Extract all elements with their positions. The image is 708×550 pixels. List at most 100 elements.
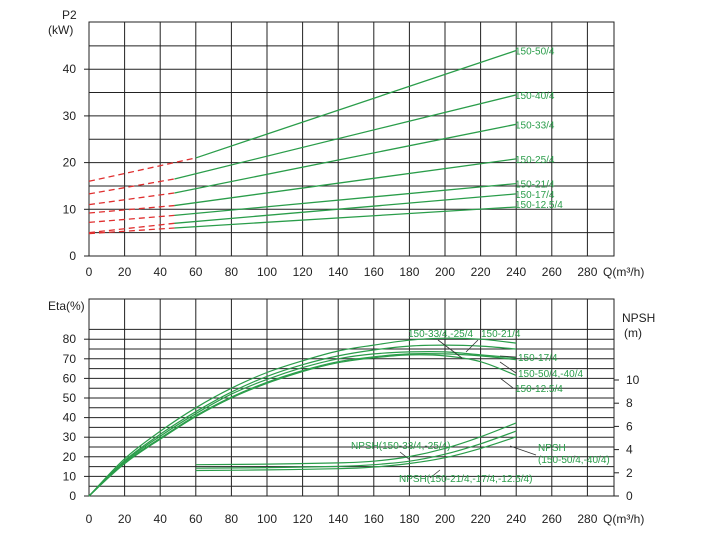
annotation-npsh-50-40-line1: NPSH: [538, 443, 566, 454]
power-chart-grid: [88, 21, 615, 257]
power-x-tick-label: 80: [225, 265, 239, 279]
eta-line-150-50-4-40-4: [88, 353, 517, 497]
power-series-label-150-12-5-4: 150-12.5/4: [515, 200, 563, 211]
power-dashed-150-33-4: [88, 192, 175, 206]
npsh-tick-label: 2: [626, 466, 633, 480]
power-dashed-150-17-4: [88, 222, 175, 234]
power-x-tick-label: 60: [189, 265, 203, 279]
efficiency-x-tick-label: 60: [189, 512, 203, 526]
efficiency-x-tick-label: 80: [225, 512, 239, 526]
power-series-label-150-25-4: 150-25/4: [515, 155, 555, 166]
efficiency-chart-y-ticks: 0 10 20 30 40 50 60 70 80: [63, 332, 89, 503]
eta-line-150-33-4-25-4: [88, 337, 517, 497]
power-dashed-150-21-4: [88, 214, 175, 224]
annotation-leader: [429, 469, 441, 479]
efficiency-y-tick-label: 50: [63, 391, 77, 405]
annotation-150-17: 150-17/4: [518, 353, 558, 364]
efficiency-y-tick-label: 60: [63, 371, 77, 385]
efficiency-x-tick-label: 100: [257, 512, 277, 526]
power-x-tick-label: 120: [293, 265, 313, 279]
power-line-150-33-4: [174, 123, 517, 194]
annotation-150-33-25: 150-33/4,-25/4: [408, 329, 473, 340]
power-y-tick-label: 40: [63, 62, 77, 76]
efficiency-y-tick-label: 40: [63, 411, 77, 425]
power-chart-xlabel: Q(m³/h): [603, 265, 644, 279]
power-chart-y-ticks: 0 10 20 30 40: [63, 62, 89, 263]
power-y-tick-label: 30: [63, 109, 77, 123]
power-chart-series: [88, 49, 517, 235]
power-line-150-25-4: [174, 158, 517, 207]
npsh-tick-label: 10: [626, 373, 640, 387]
power-series-label-150-21-4: 150-21/4: [515, 180, 555, 191]
npsh-tick-label: 0: [626, 489, 633, 503]
annotation-150-50-40: 150-50/4,-40/4: [518, 369, 583, 380]
efficiency-chart-ylabel: Eta(%): [48, 299, 85, 313]
efficiency-chart-grid: [88, 298, 615, 497]
eta-line-150-17-4: [88, 351, 517, 497]
power-dashed-150-12-5-4: [88, 227, 175, 235]
power-x-tick-label: 160: [364, 265, 384, 279]
npsh-line-npsh-150-50-4-40-4: [195, 430, 517, 469]
power-x-tick-label: 0: [86, 265, 93, 279]
power-x-tick-label: 200: [435, 265, 455, 279]
npsh-axis-label: NPSH: [622, 311, 655, 325]
npsh-tick-label: 6: [626, 419, 633, 433]
power-dashed-150-50-4: [88, 157, 196, 182]
efficiency-x-tick-label: 0: [86, 512, 93, 526]
power-line-150-12-5-4: [174, 206, 517, 229]
power-y-tick-label: 20: [63, 156, 77, 170]
power-chart-series-labels: 150-50/4 150-40/4 150-33/4 150-25/4 150-21/4…: [515, 47, 563, 211]
npsh-axis-ticks: 0 2 4 6 8 10: [614, 373, 640, 503]
power-chart-ylabel-unit: (kW): [48, 23, 73, 37]
annotation-leader: [437, 339, 463, 359]
efficiency-x-tick-label: 180: [399, 512, 419, 526]
npsh-line-npsh-150-21-4-17-4-12-5-4: [195, 436, 517, 472]
efficiency-npsh-chart: 0 20 40 60 80 100 120 140 160 180 200 220 240 260 280 …: [48, 298, 655, 526]
efficiency-x-tick-label: 120: [293, 512, 313, 526]
power-series-label-150-40-4: 150-40/4: [515, 91, 555, 102]
power-chart-ylabel-p2: P2: [62, 8, 77, 22]
power-x-tick-label: 280: [577, 265, 597, 279]
efficiency-x-tick-label: 140: [328, 512, 348, 526]
power-x-tick-label: 20: [118, 265, 132, 279]
power-chart: 0 20 40 60 80 100 120 140 160 180 200 220 240 260 280 …: [48, 8, 644, 279]
efficiency-y-tick-label: 10: [63, 469, 77, 483]
power-y-tick-label: 10: [63, 202, 77, 216]
efficiency-y-tick-label: 70: [63, 352, 77, 366]
eta-line-150-12-5-4: [88, 354, 517, 497]
power-line-150-40-4: [174, 94, 517, 180]
power-x-tick-label: 240: [506, 265, 526, 279]
power-x-tick-label: 100: [257, 265, 277, 279]
efficiency-y-tick-label: 80: [63, 332, 77, 346]
power-chart-x-ticks: 0 20 40 60 80 100 120 140 160 180 200 220 240 260 280: [86, 265, 598, 279]
annotation-leader: [465, 339, 479, 353]
npsh-series: [195, 422, 517, 472]
efficiency-x-tick-label: 280: [577, 512, 597, 526]
power-line-150-17-4: [174, 193, 517, 224]
annotation-leader: [509, 445, 537, 456]
efficiency-chart-xlabel: Q(m³/h): [603, 512, 644, 526]
annotation-leader: [499, 355, 517, 358]
power-x-tick-label: 220: [471, 265, 491, 279]
efficiency-x-tick-label: 20: [118, 512, 132, 526]
power-series-label-150-33-4: 150-33/4: [515, 120, 555, 131]
power-series-label-150-50-4: 150-50/4: [515, 47, 555, 58]
power-x-tick-label: 180: [399, 265, 419, 279]
npsh-axis-unit: (m): [624, 326, 642, 340]
npsh-tick-label: 4: [626, 443, 633, 457]
power-x-tick-label: 40: [154, 265, 168, 279]
efficiency-chart-x-ticks: 0 20 40 60 80 100 120 140 160 180 200 220 240 260 280: [86, 512, 598, 526]
efficiency-x-tick-label: 40: [154, 512, 168, 526]
annotation-leader: [499, 361, 517, 374]
efficiency-x-tick-label: 200: [435, 512, 455, 526]
annotation-150-12-5: 150-12.5/4: [515, 384, 563, 395]
power-dashed-150-25-4: [88, 204, 175, 214]
efficiency-y-tick-label: 20: [63, 450, 77, 464]
efficiency-x-tick-label: 160: [364, 512, 384, 526]
power-line-150-50-4: [195, 49, 517, 159]
annotation-npsh-33-25: NPSH(150-33/4,-25/4): [351, 441, 451, 452]
power-y-tick-label: 0: [69, 249, 76, 263]
annotation-leader: [499, 377, 514, 389]
power-series-label-150-17-4: 150-17/4: [515, 190, 555, 201]
